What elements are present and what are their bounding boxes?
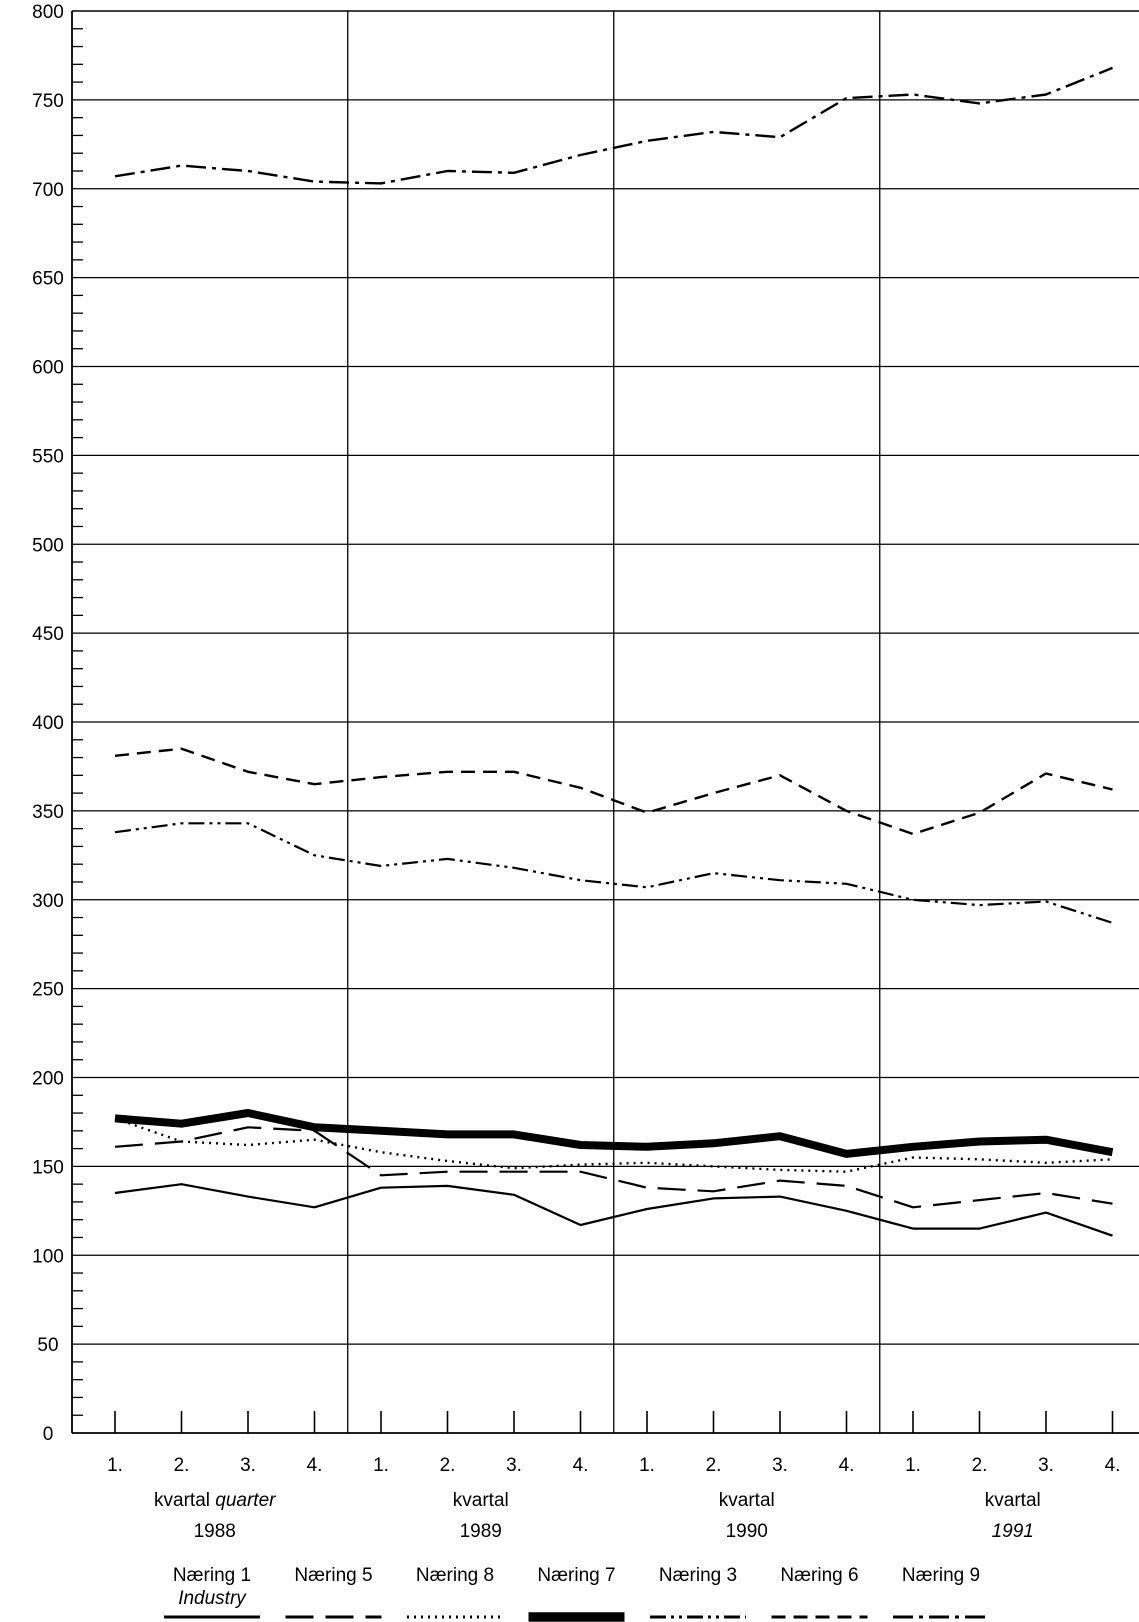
x-tick-label: 1. bbox=[107, 1455, 123, 1476]
y-tick-label: 50 bbox=[37, 1335, 58, 1356]
x-tick-label: 1. bbox=[905, 1455, 921, 1476]
y-tick-label: 600 bbox=[32, 358, 64, 379]
x-group-label: kvartal bbox=[453, 1490, 509, 1511]
x-axis: 1. 2. 3. 4. 1. 2. 3. 4. 1. 2. 3. 4. 1. 2. 3. 4. kvartal … bbox=[107, 1411, 1120, 1542]
x-tick-label: 2. bbox=[440, 1455, 456, 1476]
y-tick-label: 650 bbox=[32, 269, 64, 290]
x-tick-label: 3. bbox=[1038, 1455, 1054, 1476]
y-tick-label: 400 bbox=[32, 713, 64, 734]
x-group-year: 1990 bbox=[726, 1521, 768, 1542]
legend-label: Næring 9 bbox=[902, 1565, 980, 1586]
x-tick-label: 3. bbox=[240, 1455, 256, 1476]
x-tick-label: 1. bbox=[373, 1455, 389, 1476]
x-tick-label: 4. bbox=[307, 1455, 323, 1476]
x-tick-label: 4. bbox=[839, 1455, 855, 1476]
legend-label: Næring 6 bbox=[780, 1565, 858, 1586]
y-tick-label: 0 bbox=[43, 1424, 54, 1445]
x-tick-label: 4. bbox=[573, 1455, 589, 1476]
y-tick-label: 250 bbox=[32, 980, 64, 1001]
x-group-label: kvartal bbox=[719, 1490, 775, 1511]
x-tick-label: 2. bbox=[972, 1455, 988, 1476]
x-group-year: 1991 bbox=[992, 1521, 1034, 1542]
y-tick-label: 350 bbox=[32, 802, 64, 823]
grid bbox=[71, 10, 1139, 1434]
legend-label: Næring 1 bbox=[173, 1565, 251, 1586]
x-tick-label: 2. bbox=[174, 1455, 190, 1476]
legend: Næring 1 Næring 5 Næring 8 Næring 7 Næring 3… bbox=[164, 1565, 989, 1622]
x-tick-label: 3. bbox=[506, 1455, 522, 1476]
series-line-7 bbox=[114, 66, 1113, 185]
x-group-year: 1988 bbox=[194, 1521, 236, 1542]
legend-sublabel: Industry bbox=[178, 1588, 247, 1609]
series-line-4 bbox=[114, 1109, 1114, 1158]
x-tick-label: 4. bbox=[1105, 1455, 1121, 1476]
y-tick-label: 550 bbox=[32, 446, 64, 467]
legend-label: Næring 7 bbox=[537, 1565, 615, 1586]
y-tick-label: 450 bbox=[32, 624, 64, 645]
x-tick-label: 1. bbox=[639, 1455, 655, 1476]
y-axis: 0 50 100 150 200 250 300 350 400 450 500 550 600 650 7… bbox=[32, 2, 83, 1445]
x-group-year: 1989 bbox=[460, 1521, 502, 1542]
series-line-5 bbox=[114, 822, 1113, 924]
series-lines bbox=[114, 66, 1114, 1237]
legend-label: Næring 8 bbox=[416, 1565, 494, 1586]
series-line-6 bbox=[114, 747, 1113, 836]
y-tick-label: 750 bbox=[32, 91, 64, 112]
series-line-2 bbox=[114, 1126, 1113, 1209]
series-line-3 bbox=[114, 1117, 1113, 1173]
y-tick-label: 700 bbox=[32, 180, 64, 201]
y-tick-label: 800 bbox=[32, 2, 64, 23]
x-group-label: kvartal bbox=[985, 1490, 1041, 1511]
y-tick-label: 100 bbox=[32, 1246, 64, 1267]
legend-label: Næring 3 bbox=[659, 1565, 737, 1586]
series-line-1 bbox=[114, 1183, 1113, 1237]
y-tick-label: 200 bbox=[32, 1069, 64, 1090]
x-group-label: kvartal quarter bbox=[154, 1490, 276, 1511]
y-tick-label: 150 bbox=[32, 1157, 64, 1178]
legend-label: Næring 5 bbox=[294, 1565, 372, 1586]
x-tick-label: 3. bbox=[772, 1455, 788, 1476]
y-tick-label: 500 bbox=[32, 535, 64, 556]
x-tick-label: 2. bbox=[706, 1455, 722, 1476]
y-tick-label: 300 bbox=[32, 891, 64, 912]
